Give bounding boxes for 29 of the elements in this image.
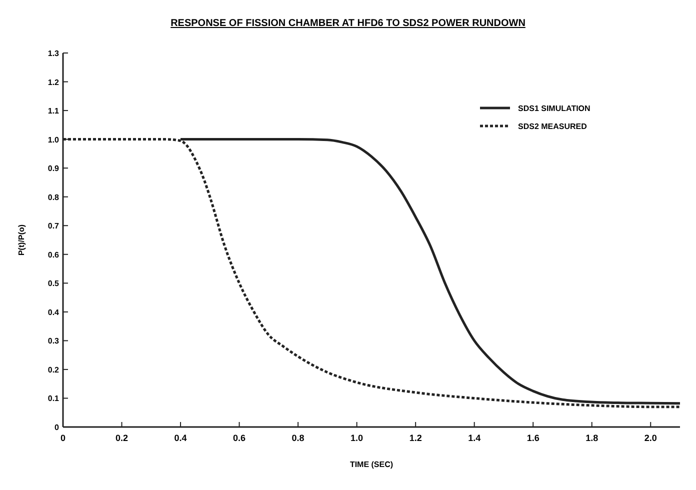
y-axis-title: P(t)/P(o) (17, 224, 26, 256)
y-tick-label: 0.7 (48, 222, 60, 231)
x-tick-label: 1.0 (350, 433, 364, 443)
y-tick-label: 0.1 (48, 394, 60, 404)
y-tick-label: 0.4 (48, 308, 60, 317)
legend-label: SDS2 MEASURED (518, 122, 588, 131)
y-tick-label: 0.2 (48, 365, 60, 374)
x-tick-label: 1.8 (586, 433, 598, 443)
y-tick-label: 0.8 (48, 192, 60, 202)
y-tick-label: 1.1 (48, 106, 60, 116)
x-axis-title: TIME (SEC) (350, 460, 394, 469)
x-tick-label: 1.4 (468, 433, 481, 443)
x-tick-label: 0.2 (116, 433, 128, 443)
y-tick-label: 0.6 (48, 250, 60, 260)
y-tick-label: 1.2 (48, 78, 60, 87)
x-tick-label: 1.2 (409, 433, 422, 443)
y-tick-label: 0 (54, 423, 60, 432)
y-tick-label: 0.5 (48, 279, 60, 288)
x-tick-label: 2.0 (644, 433, 657, 443)
x-tick-label: 1.6 (526, 433, 540, 443)
x-tick-label: 0.8 (292, 433, 304, 443)
y-tick-label: 0.9 (48, 164, 60, 174)
legend-label: SDS1 SIMULATION (518, 104, 591, 113)
y-tick-label: 1.3 (48, 49, 60, 58)
y-tick-label: 1.0 (48, 135, 60, 144)
y-tick-label: 0.3 (48, 336, 60, 346)
x-tick-label: 0.4 (174, 433, 187, 443)
chart-title: RESPONSE OF FISSION CHAMBER AT HFD6 TO SDS2 POWER RUNDOWN (170, 18, 526, 29)
x-tick-label: 0.6 (233, 433, 246, 443)
